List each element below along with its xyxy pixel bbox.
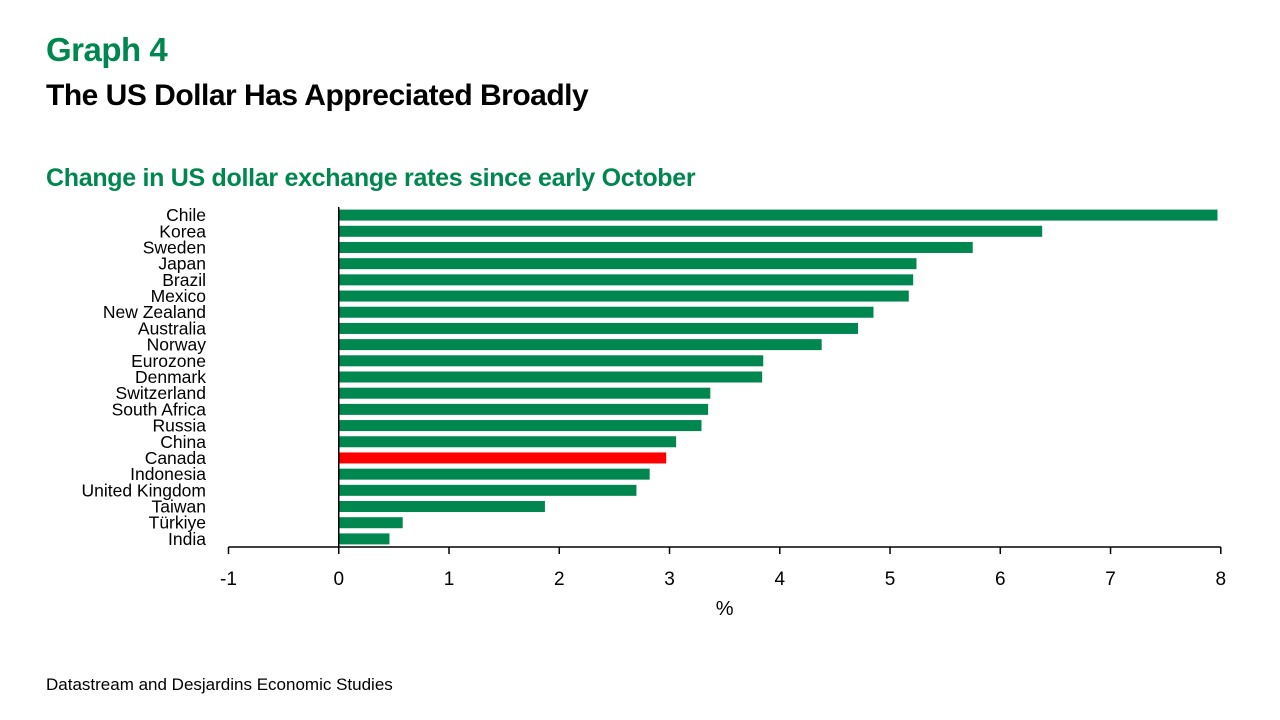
- bar-eurozone: [338, 355, 764, 367]
- category-label: Taiwan: [152, 497, 206, 517]
- axes-group: [228, 207, 1221, 553]
- category-label: Korea: [159, 221, 206, 241]
- category-label: Japan: [158, 254, 206, 274]
- x-ticks: -1 0 1 2 3 4 5 6 7 8: [220, 547, 1226, 590]
- chart-title: The US Dollar Has Appreciated Broadly: [46, 79, 589, 112]
- category-label: Norway: [147, 335, 207, 355]
- bar-united-kingdom: [338, 484, 637, 496]
- category-label: China: [160, 432, 206, 452]
- bar-brazil: [338, 274, 914, 286]
- chart-subtitle: Change in US dollar exchange rates since…: [46, 164, 696, 192]
- category-label: India: [168, 529, 206, 549]
- bars-group: [338, 209, 1218, 545]
- x-tick-label: -1: [220, 569, 237, 590]
- category-label: Sweden: [143, 237, 206, 257]
- category-label: Türkiye: [149, 513, 206, 533]
- category-label: South Africa: [112, 399, 207, 419]
- bar-sweden: [338, 241, 973, 253]
- category-label: Eurozone: [131, 351, 206, 371]
- bar-taiwan: [338, 501, 545, 513]
- category-label: Russia: [153, 416, 207, 436]
- bar-canada: [338, 452, 667, 464]
- category-label: Mexico: [151, 286, 206, 306]
- x-tick-label: 4: [774, 569, 785, 590]
- bar-t-rkiye: [338, 517, 403, 529]
- x-tick-label: 8: [1216, 569, 1227, 590]
- category-label: Canada: [145, 448, 207, 468]
- x-tick-label: 1: [444, 569, 455, 590]
- x-tick-label: 0: [333, 569, 344, 590]
- category-label: United Kingdom: [81, 480, 206, 500]
- bar-mexico: [338, 290, 909, 302]
- category-label: Denmark: [135, 367, 206, 387]
- bar-south-africa: [338, 403, 709, 415]
- bar-india: [338, 533, 390, 545]
- x-tick-label: 6: [995, 569, 1006, 590]
- graph-number: Graph 4: [46, 31, 168, 68]
- category-label: Chile: [166, 205, 206, 225]
- x-tick-label: 3: [664, 569, 675, 590]
- category-label: Switzerland: [116, 383, 206, 403]
- bar-china: [338, 436, 677, 448]
- bar-russia: [338, 420, 702, 432]
- bar-korea: [338, 225, 1043, 237]
- source-note: Datastream and Desjardins Economic Studi…: [46, 675, 393, 694]
- bar-switzerland: [338, 387, 711, 399]
- bar-norway: [338, 339, 822, 351]
- category-label: New Zealand: [103, 302, 206, 322]
- x-tick-label: 5: [885, 569, 896, 590]
- bar-indonesia: [338, 468, 650, 480]
- bar-denmark: [338, 371, 763, 383]
- x-tick-label: 2: [554, 569, 565, 590]
- bar-new-zealand: [338, 306, 874, 318]
- bar-australia: [338, 322, 859, 334]
- bar-japan: [338, 258, 917, 270]
- category-label: Australia: [138, 318, 206, 338]
- x-tick-label: 7: [1105, 569, 1116, 590]
- bar-chile: [338, 209, 1218, 221]
- category-label: Brazil: [162, 270, 206, 290]
- category-label: Indonesia: [130, 464, 206, 484]
- x-axis-title: %: [716, 598, 734, 620]
